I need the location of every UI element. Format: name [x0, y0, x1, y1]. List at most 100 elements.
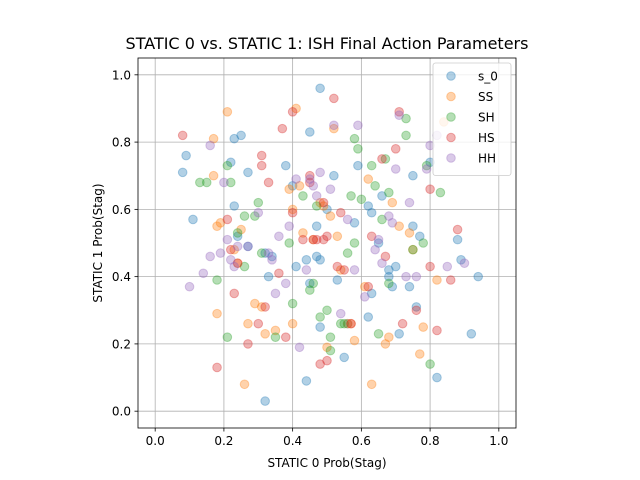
data-point [315, 255, 325, 265]
data-point [335, 207, 346, 218]
data-point [294, 342, 305, 353]
data-point [325, 184, 336, 194]
data-point [263, 177, 274, 188]
plot-frame [137, 57, 517, 429]
data-point [229, 201, 240, 211]
y-tick-label: 0.4 [112, 270, 131, 284]
data-point [287, 107, 298, 117]
data-point [349, 265, 360, 275]
data-point [394, 329, 404, 339]
data-point [349, 335, 360, 346]
data-point [256, 302, 267, 312]
data-point [298, 228, 308, 238]
y-tick-label: 0.0 [112, 405, 131, 419]
data-point [425, 184, 435, 194]
data-point [236, 130, 246, 141]
data-point [239, 379, 250, 390]
data-point [253, 197, 264, 208]
data-point [280, 332, 291, 342]
data-point [390, 261, 401, 272]
data-point [339, 352, 349, 363]
data-point [229, 288, 240, 299]
data-point [315, 312, 325, 322]
data-point [284, 221, 295, 231]
data-point [267, 255, 277, 265]
series-s-0 [177, 83, 484, 406]
data-point [366, 379, 377, 390]
data-point [384, 265, 394, 275]
data-point [225, 157, 236, 168]
data-point [360, 292, 370, 302]
data-point [346, 318, 356, 329]
legend-label: SS [478, 90, 493, 104]
data-point [380, 251, 391, 262]
data-point [311, 201, 322, 211]
data-point [287, 298, 298, 309]
data-point [253, 207, 264, 218]
data-point [222, 214, 233, 225]
data-point [370, 181, 380, 191]
data-point [394, 221, 404, 231]
data-point [305, 285, 315, 295]
data-point [425, 261, 435, 272]
data-point [335, 265, 346, 275]
data-point [411, 271, 422, 282]
data-point [256, 160, 267, 171]
legend-marker [446, 71, 456, 81]
data-point [274, 268, 284, 279]
data-point [425, 359, 435, 369]
data-point [332, 261, 343, 272]
data-point [315, 83, 325, 94]
data-point [208, 170, 219, 181]
data-point [198, 268, 209, 279]
y-tick-label: 0.6 [112, 203, 131, 217]
data-point [452, 234, 463, 245]
data-point [342, 318, 353, 329]
data-point [287, 181, 298, 191]
data-point [366, 231, 377, 242]
data-point [408, 221, 418, 231]
data-point [212, 275, 222, 285]
data-point [315, 359, 325, 369]
data-point [342, 248, 353, 258]
data-point [380, 339, 391, 349]
x-tick-label: 1.0 [489, 434, 508, 448]
data-point [298, 234, 308, 245]
data-point [305, 177, 315, 188]
data-point [401, 271, 411, 282]
data-point [377, 258, 387, 268]
legend-label: SH [478, 111, 495, 125]
x-tick-label: 0.2 [214, 434, 233, 448]
data-point [322, 204, 332, 215]
data-point [322, 305, 332, 316]
data-point [305, 278, 315, 289]
data-point [287, 207, 298, 218]
series-hh [184, 110, 470, 353]
data-point [229, 133, 240, 144]
data-point [284, 184, 295, 194]
data-point [356, 194, 367, 205]
chart-title: STATIC 0 vs. STATIC 1: ISH Final Action … [126, 34, 529, 53]
data-point [432, 275, 442, 285]
data-point [270, 325, 281, 336]
data-point [404, 281, 415, 292]
data-point [346, 318, 356, 329]
data-point [377, 154, 387, 164]
data-point [473, 271, 484, 282]
data-point [222, 107, 233, 117]
y-tick-label: 0.8 [112, 136, 131, 150]
data-point [339, 265, 349, 275]
data-point [232, 228, 243, 238]
data-point [232, 231, 243, 242]
data-point [270, 288, 281, 299]
data-point [253, 318, 264, 329]
legend-marker [446, 112, 456, 122]
data-point [353, 160, 363, 171]
data-point [432, 372, 442, 383]
data-point [256, 150, 267, 161]
data-point [384, 211, 394, 221]
data-point [212, 362, 222, 373]
data-point [322, 231, 332, 242]
data-point [212, 308, 222, 319]
